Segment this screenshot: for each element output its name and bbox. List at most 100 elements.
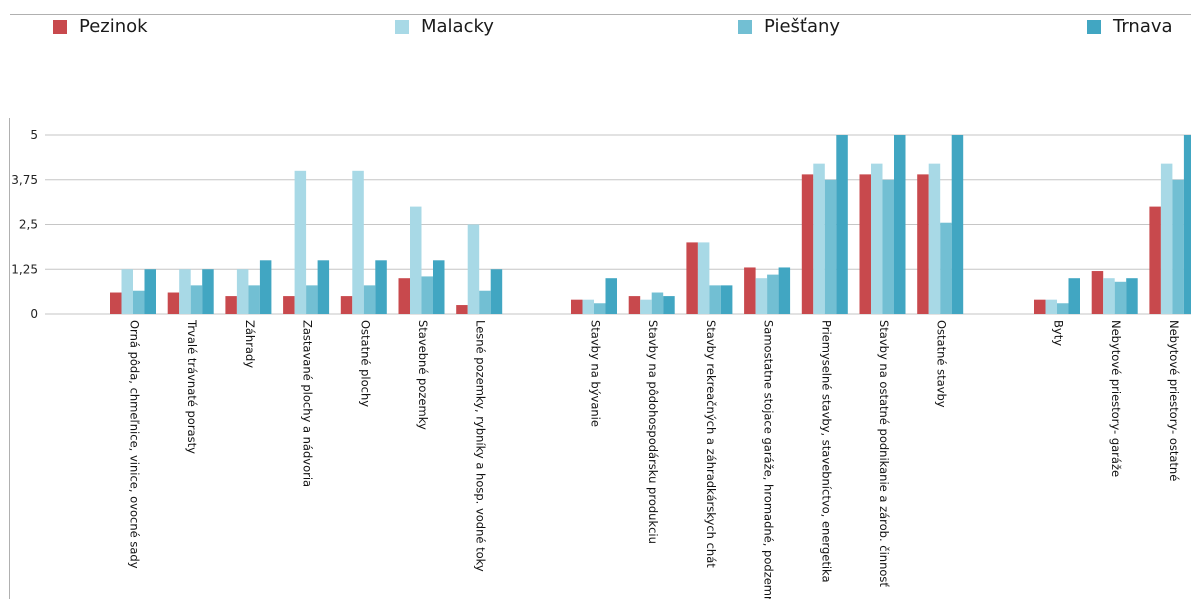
bar: [248, 285, 260, 314]
bar: [951, 135, 964, 314]
bar: [1045, 299, 1057, 314]
bar: [110, 292, 122, 314]
x-tick-label: Stavby na bývanie: [589, 320, 603, 427]
y-tick-label: 5: [30, 128, 38, 142]
bar: [859, 174, 871, 314]
bar: [1160, 163, 1173, 314]
bar: [1057, 303, 1069, 314]
bar: [144, 269, 156, 314]
top-border-line: [10, 14, 1191, 15]
bar: [375, 260, 387, 314]
bar: [479, 290, 491, 314]
bar: [1149, 206, 1161, 314]
bar: [352, 170, 364, 314]
bar: [398, 278, 410, 314]
legend-swatch-trnava: [1087, 19, 1101, 34]
bar: [1114, 281, 1127, 314]
bar: [651, 292, 664, 314]
x-tick-label: Byty: [1052, 320, 1066, 346]
bar: [317, 260, 330, 314]
y-tick-label: 3,75: [11, 173, 38, 187]
bar: [340, 296, 353, 314]
bar: [225, 296, 237, 314]
bar: [490, 269, 503, 314]
legend-swatch-pezinok: [53, 19, 67, 34]
bar: [824, 179, 837, 314]
bar: [410, 206, 422, 314]
bar: [1034, 299, 1046, 314]
x-tick-label: Zastavané plochy a nádvoria: [301, 320, 315, 487]
bar: [456, 305, 468, 314]
bar: [697, 242, 710, 314]
bar: [202, 269, 214, 314]
bar: [709, 285, 721, 314]
legend-label-malacky: Malacky: [421, 16, 494, 37]
bar: [1183, 135, 1191, 314]
bar: [167, 292, 180, 314]
y-tick-label: 2,5: [19, 218, 38, 232]
bar: [179, 269, 191, 314]
bar: [744, 267, 756, 314]
bar: [363, 285, 376, 314]
x-tick-label: Ostatné stavby: [935, 320, 949, 408]
legend-label-trnava: Trnava: [1113, 16, 1173, 37]
x-tick-label: Nebytové priestory- garáže: [1109, 320, 1123, 477]
bar: [928, 163, 941, 314]
left-border-line: [9, 118, 10, 599]
bar: [1091, 271, 1104, 314]
bar: [871, 163, 883, 314]
bar: [1126, 278, 1138, 314]
x-tick-label: Lesné pozemky, rybníky a hosp. vodné tok…: [474, 320, 488, 572]
legend-item-piestany: Piešťany: [738, 16, 840, 37]
bar: [605, 278, 617, 314]
legend-swatch-malacky: [395, 19, 409, 34]
bar: [571, 299, 583, 314]
legend-label-piestany: Piešťany: [764, 16, 841, 37]
y-tick-label: 1,25: [11, 262, 38, 276]
bar: [133, 290, 145, 314]
bar: [582, 299, 594, 314]
bar: [894, 135, 906, 314]
bar: [1103, 278, 1115, 314]
bar: [283, 296, 295, 314]
bar: [421, 276, 433, 314]
x-tick-label: Záhrady: [243, 320, 257, 368]
bar: [813, 163, 825, 314]
bar: [1068, 278, 1080, 314]
x-tick-label: Trvalé trávnaté porasty: [185, 319, 199, 454]
bar: [628, 296, 641, 314]
bar: [720, 285, 733, 314]
x-tick-label: Nebytové priestory- ostatné: [1167, 320, 1181, 481]
legend-item-pezinok: Pezinok: [53, 16, 148, 37]
chart-legend: Pezinok Malacky Piešťany Trnava: [0, 16, 1191, 40]
bar: [236, 269, 249, 314]
x-tick-label: Priemyselné stavby, stavebníctvo, energe…: [819, 320, 833, 583]
bar: [917, 174, 929, 314]
x-tick-label: Stavby na ostatné podnikanie a zárob. či…: [877, 320, 891, 587]
bar: [940, 222, 952, 314]
bar: [1172, 179, 1184, 314]
bar: [755, 278, 768, 314]
bar: [767, 274, 779, 314]
legend-label-pezinok: Pezinok: [79, 16, 148, 37]
bar: [778, 267, 791, 314]
bar: [121, 269, 133, 314]
y-tick-label: 0: [30, 307, 38, 321]
x-tick-label: Stavby rekreačných a záhradkárskych chát: [704, 320, 718, 568]
bar: [836, 135, 848, 314]
bar: [686, 242, 698, 314]
legend-swatch-piestany: [738, 19, 752, 34]
x-tick-label: Stavby na pôdohospodársku produkciu: [646, 320, 660, 544]
bar: [882, 179, 894, 314]
bar: [306, 285, 318, 314]
bar: [259, 260, 272, 314]
x-tick-label: Ostatné plochy: [358, 320, 372, 407]
legend-item-malacky: Malacky: [395, 16, 494, 37]
x-tick-label: Orná pôda, chmeľnice, vinice, ovocné sad…: [128, 320, 142, 569]
bar: [801, 174, 814, 314]
bar: [433, 260, 445, 314]
bar: [640, 299, 652, 314]
bar: [294, 170, 307, 314]
legend-item-trnava: Trnava: [1087, 16, 1173, 37]
